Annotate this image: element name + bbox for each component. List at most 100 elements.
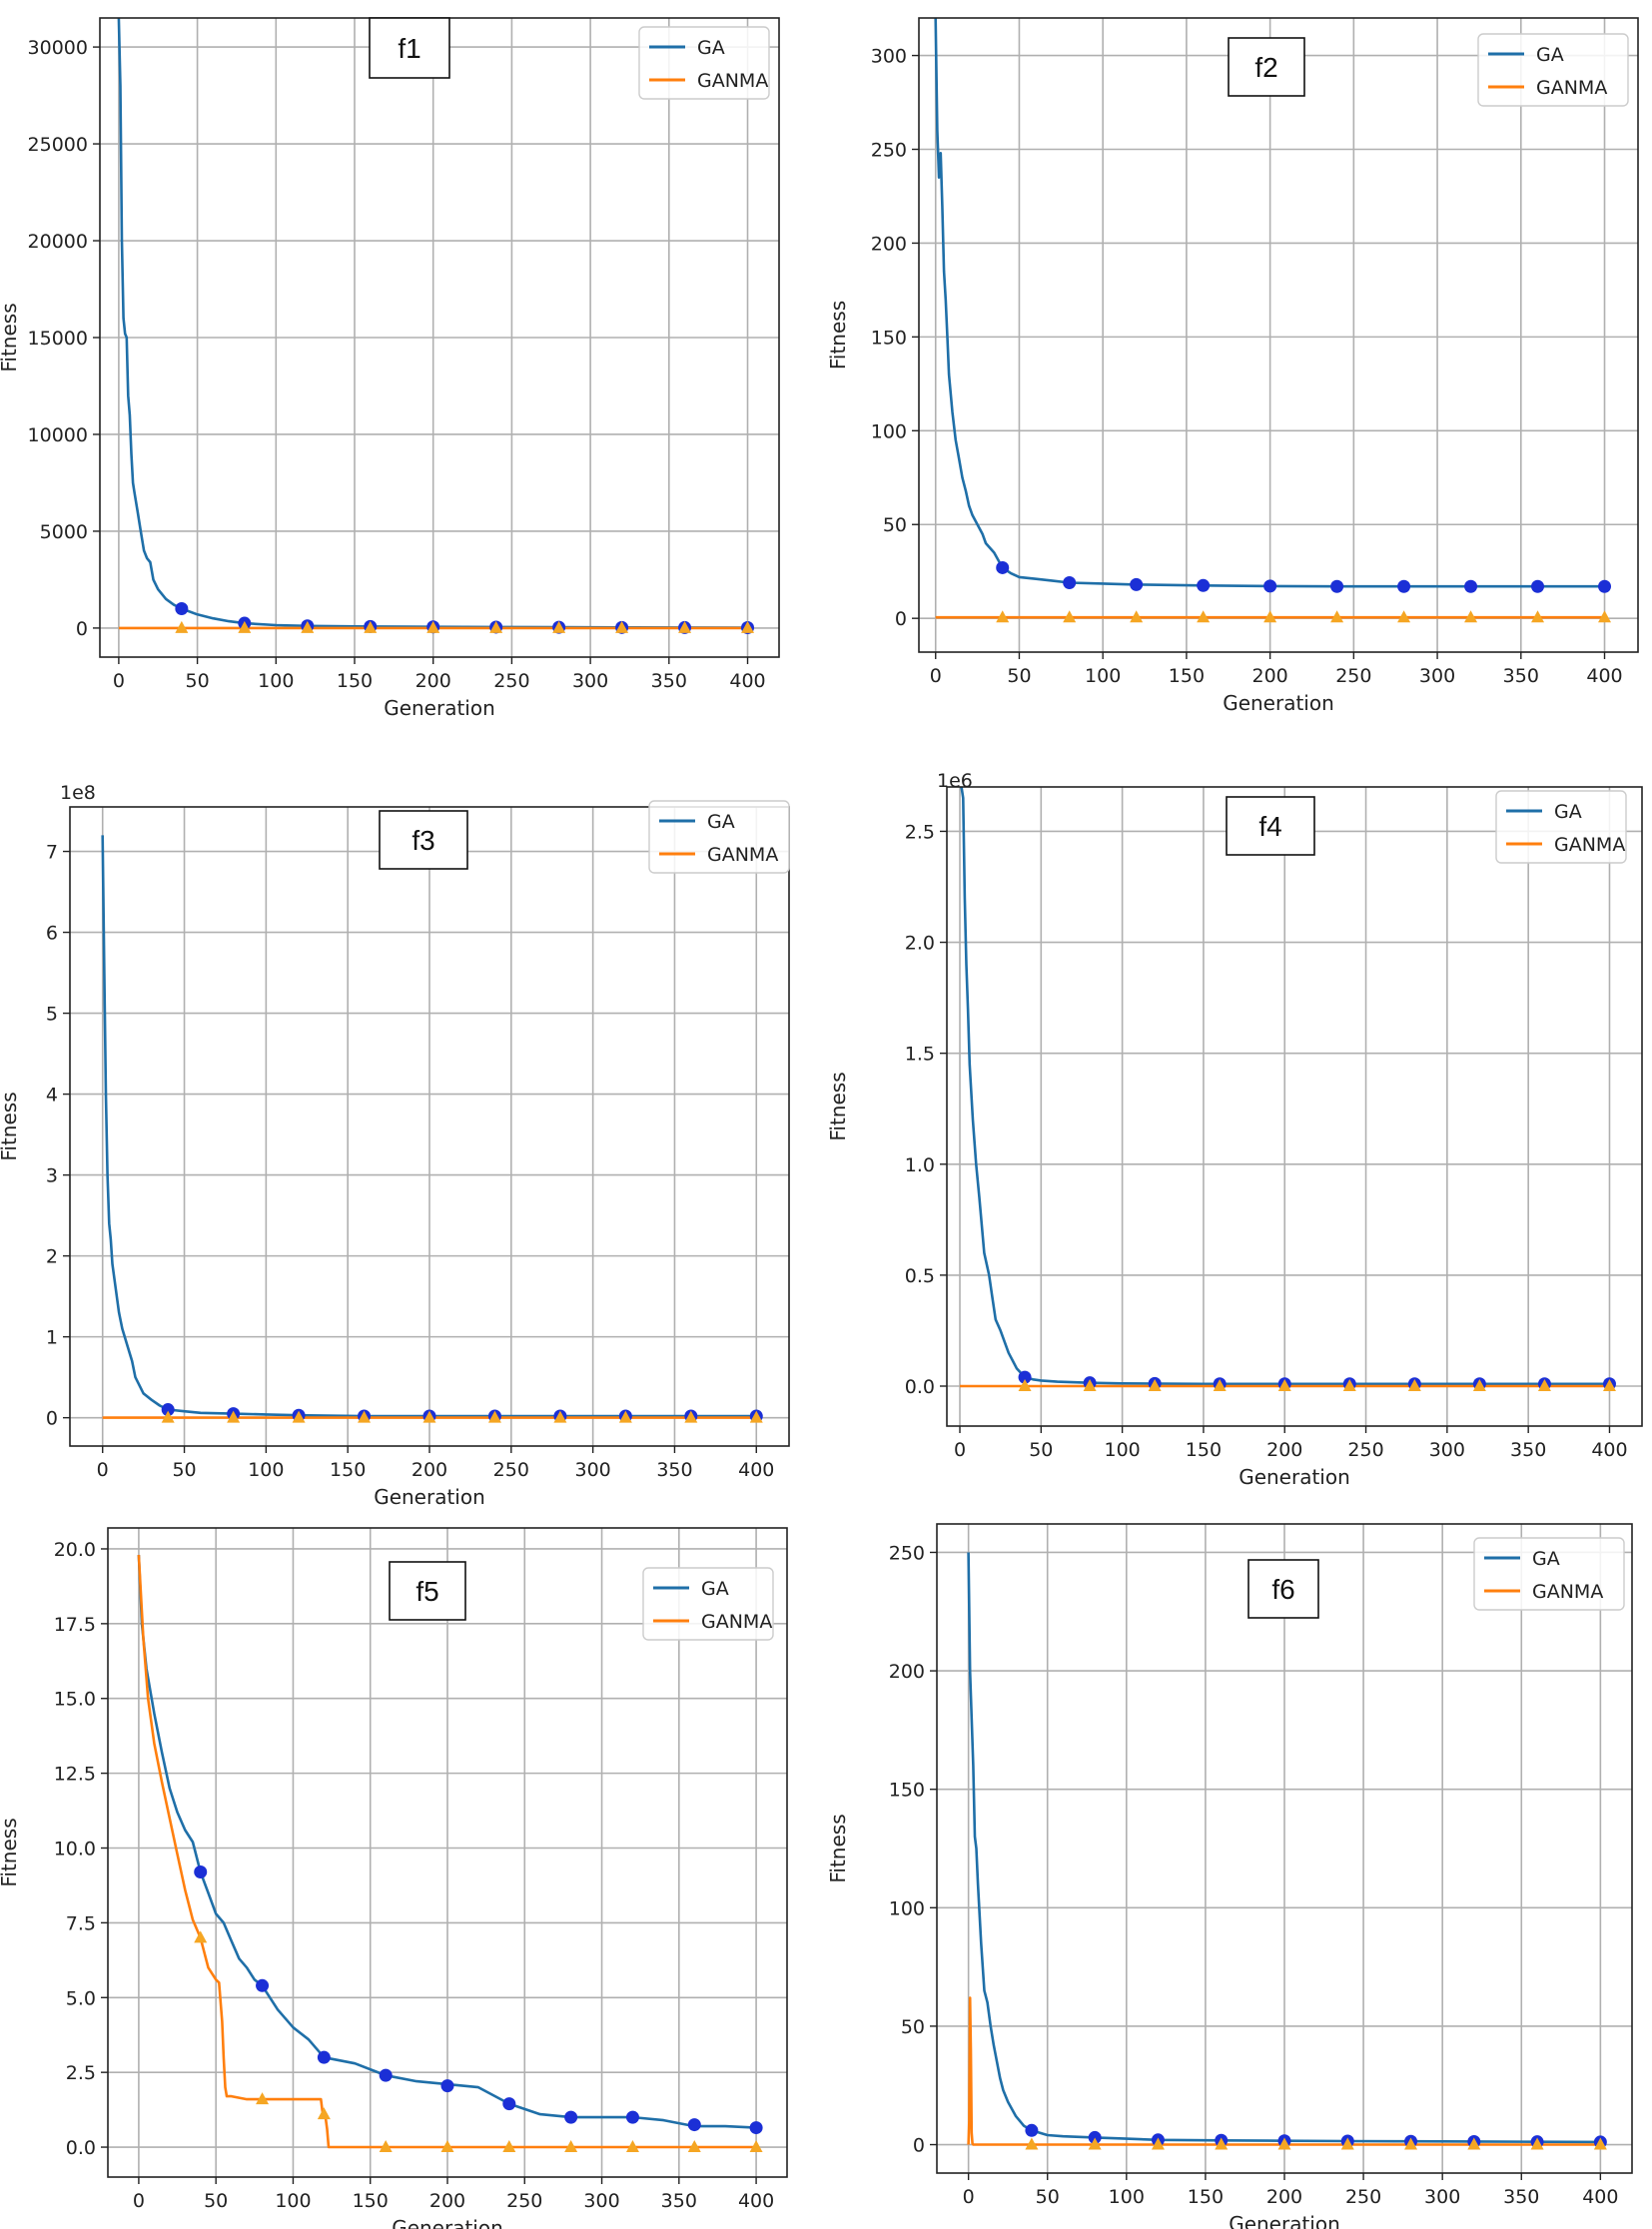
y-tick-label: 250	[889, 1542, 925, 1564]
marker-ganma	[1215, 2137, 1229, 2150]
marker-ganma	[161, 1410, 175, 1423]
y-tick-label: 20.0	[54, 1539, 96, 1561]
marker-ga	[996, 560, 1010, 574]
series-line-ga	[960, 787, 1610, 1386]
marker-ganma	[292, 1410, 306, 1423]
chart-title: f5	[415, 1576, 438, 1607]
x-tick-label: 50	[1036, 2186, 1060, 2208]
marker-ganma	[1467, 2137, 1481, 2150]
y-tick-label: 150	[871, 327, 907, 349]
x-tick-label: 400	[1591, 1439, 1627, 1461]
x-tick-label: 250	[506, 2190, 542, 2212]
x-tick-label: 100	[275, 2190, 311, 2212]
y-tick-label: 7	[46, 842, 58, 864]
marker-ganma	[301, 620, 315, 633]
marker-ga	[1397, 579, 1411, 593]
marker-ganma	[238, 620, 252, 633]
x-tick-label: 400	[738, 1459, 774, 1481]
marker-ganma	[1472, 1379, 1486, 1391]
legend-label-ganma: GANMA	[697, 70, 768, 92]
x-tick-label: 100	[258, 670, 294, 692]
title-box	[1247, 1559, 1319, 1619]
x-axis-label: Generation	[1223, 691, 1334, 715]
x-tick-label: 350	[661, 2190, 697, 2212]
y-tick-label: 1	[46, 1327, 58, 1349]
grid	[108, 1528, 787, 2177]
marker-ganma	[175, 620, 189, 633]
x-tick-label: 400	[729, 670, 765, 692]
y-tick-label: 2.5	[66, 2062, 96, 2084]
marker-ganma	[1148, 1379, 1162, 1391]
marker-ganma	[194, 1930, 208, 1943]
x-axis-label: Generation	[1229, 2212, 1340, 2229]
chart-title: f4	[1258, 811, 1281, 842]
x-tick-label: 100	[248, 1459, 284, 1481]
x-tick-label: 0	[930, 665, 942, 687]
title-box	[1226, 796, 1315, 856]
x-tick-label: 300	[1419, 665, 1455, 687]
marker-ga	[1025, 2123, 1039, 2137]
series-line-ga	[934, 18, 1605, 588]
legend-label-ga: GA	[1554, 801, 1582, 823]
y-tick-label: 2	[46, 1246, 58, 1268]
marker-ganma	[364, 620, 378, 633]
marker-ganma	[440, 2140, 454, 2153]
x-tick-label: 0	[954, 1439, 966, 1461]
marker-ga	[687, 2118, 701, 2132]
y-tick-label: 0.0	[66, 2137, 96, 2159]
marker-ganma	[749, 1410, 763, 1423]
marker-ganma	[1130, 610, 1144, 623]
series-line-ganma	[137, 1554, 757, 2149]
marker-ga	[175, 602, 189, 616]
legend: GA GANMA	[642, 1567, 774, 1641]
y-tick-label: 50	[883, 514, 907, 536]
chart-title: f2	[1254, 52, 1277, 83]
marker-ganma	[1277, 1379, 1291, 1391]
x-tick-label: 200	[412, 1459, 447, 1481]
x-tick-label: 100	[1104, 1439, 1140, 1461]
y-tick-label: 2.0	[905, 933, 935, 955]
x-axis-label: Generation	[1239, 1465, 1350, 1489]
marker-ganma	[489, 620, 503, 633]
marker-ganma	[1407, 1379, 1421, 1391]
y-axis-label: Fitness	[0, 1818, 21, 1886]
marker-ganma	[615, 620, 629, 633]
y-tick-label: 1.5	[905, 1044, 935, 1066]
y-tick-label: 150	[889, 1780, 925, 1802]
marker-ganma	[1088, 2137, 1102, 2150]
marker-ganma	[687, 2140, 701, 2153]
y-tick-label: 300	[871, 46, 907, 68]
x-tick-label: 300	[575, 1459, 611, 1481]
x-axis-label: Generation	[374, 1485, 485, 1509]
y-tick-label: 15.0	[54, 1689, 96, 1711]
axis-multiplier: 1e8	[60, 782, 96, 804]
x-tick-label: 0	[97, 1459, 109, 1481]
y-tick-label: 12.5	[54, 1764, 96, 1786]
marker-ga	[1197, 578, 1211, 592]
marker-ganma	[1531, 610, 1545, 623]
plot-frame	[918, 17, 1639, 653]
x-tick-label: 200	[1251, 665, 1287, 687]
x-tick-label: 50	[1007, 665, 1031, 687]
y-tick-label: 6	[46, 923, 58, 945]
legend-label-ganma: GANMA	[1536, 77, 1607, 99]
x-tick-label: 150	[330, 1459, 366, 1481]
panel-f3: 0 50 100 150 200 250 300 350 400 0 1 2 3 4 5 6 7 Generati…	[0, 782, 790, 1509]
marker-ganma	[317, 2107, 331, 2120]
marker-ganma	[564, 2140, 578, 2153]
marker-ga	[625, 2110, 639, 2124]
marker-ga	[1063, 575, 1077, 589]
marker-ganma	[678, 620, 692, 633]
legend-label-ga: GA	[707, 811, 735, 833]
x-tick-label: 150	[337, 670, 373, 692]
marker-ganma	[749, 2140, 763, 2153]
marker-ga	[1330, 579, 1344, 593]
x-tick-label: 0	[133, 2190, 145, 2212]
legend-label-ga: GA	[1536, 44, 1564, 66]
x-axis-label: Generation	[392, 2216, 503, 2229]
x-tick-label: 100	[1109, 2186, 1145, 2208]
x-tick-label: 200	[429, 2190, 465, 2212]
marker-ganma	[426, 620, 440, 633]
y-tick-label: 0	[913, 2135, 925, 2157]
x-tick-label: 150	[1188, 2186, 1224, 2208]
